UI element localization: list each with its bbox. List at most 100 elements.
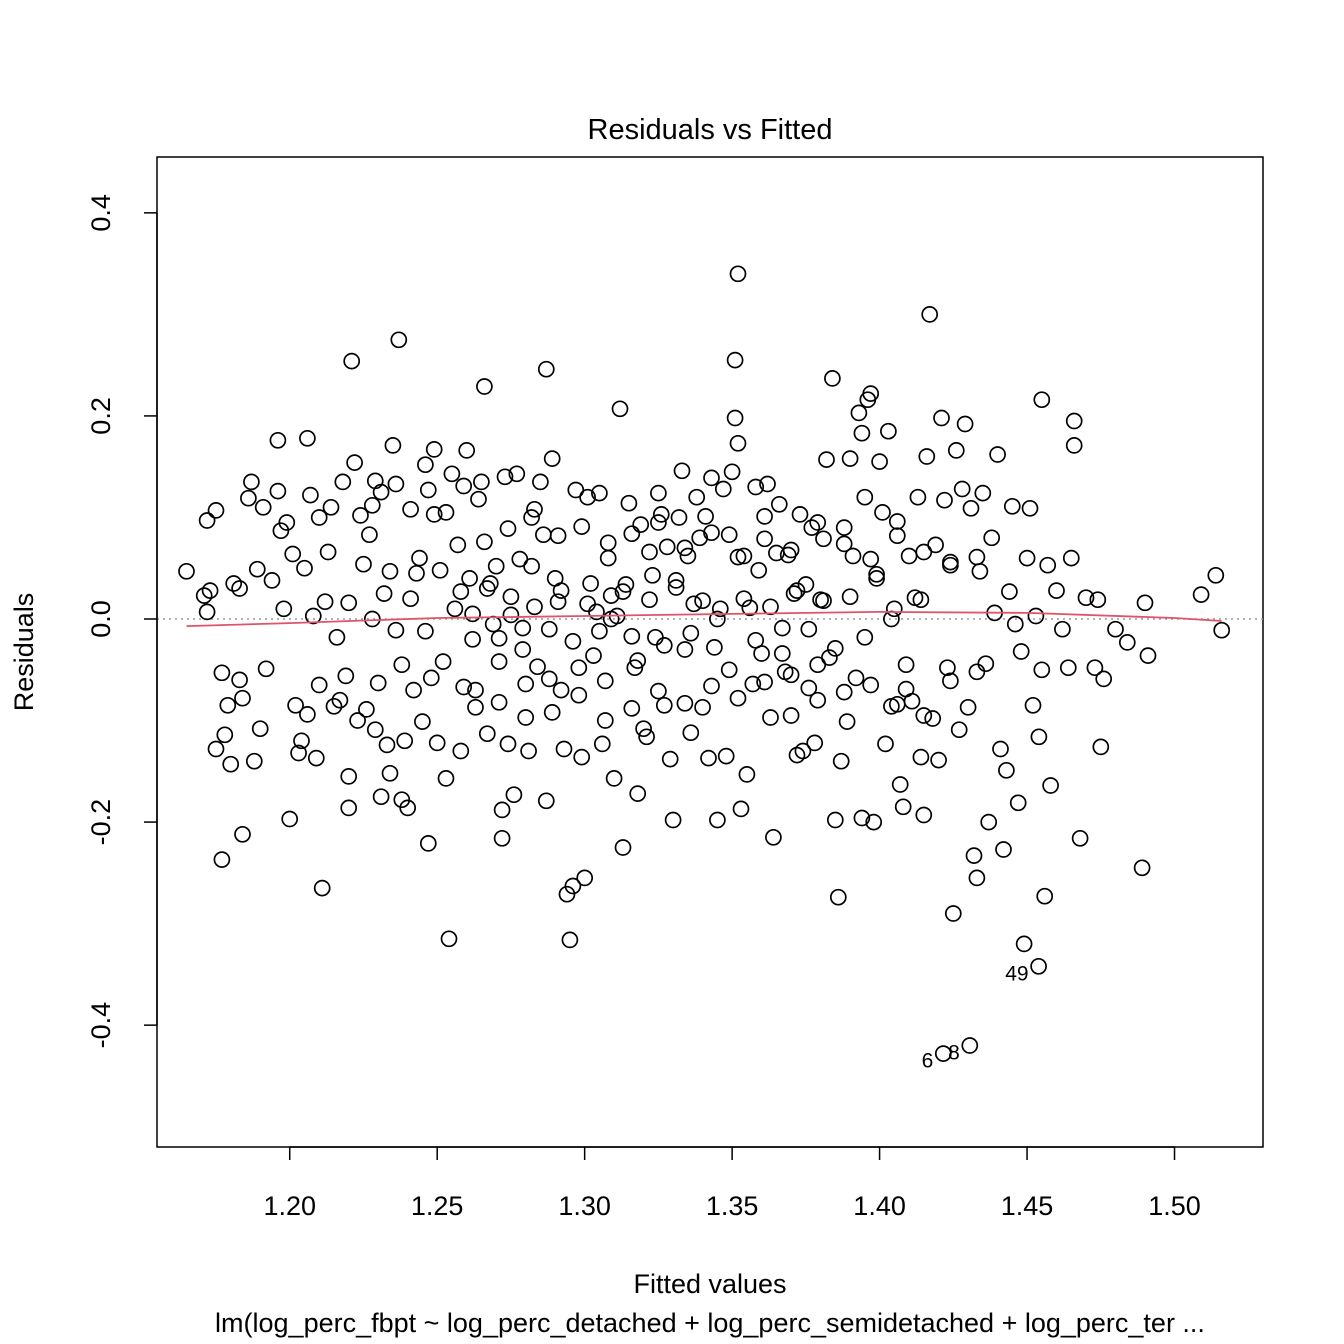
data-point: [835, 535, 853, 553]
data-point: [750, 561, 768, 579]
data-point: [818, 451, 835, 468]
data-point: [723, 463, 741, 481]
data-point: [1048, 582, 1065, 599]
y-tick-label: 0.4: [86, 194, 116, 232]
data-point: [868, 570, 885, 587]
data-point: [853, 424, 871, 442]
data-point: [782, 541, 800, 559]
data-point: [623, 525, 641, 543]
data-point: [281, 810, 299, 828]
data-point: [847, 669, 865, 687]
data-point: [688, 488, 706, 506]
data-point: [234, 825, 251, 843]
data-point: [390, 331, 408, 349]
data-point: [478, 725, 496, 743]
data-point: [349, 712, 366, 729]
data-point: [526, 598, 543, 616]
data-point: [299, 706, 316, 723]
data-point: [240, 489, 257, 507]
data-point: [968, 663, 986, 681]
y-tick-label: 0.2: [86, 397, 116, 435]
data-point: [576, 869, 594, 887]
data-point: [921, 306, 939, 323]
data-point: [782, 666, 800, 684]
data-point: [490, 693, 508, 711]
data-point: [540, 670, 558, 688]
data-point: [493, 829, 511, 847]
data-point: [756, 530, 773, 548]
data-point: [567, 481, 585, 499]
data-point: [682, 624, 700, 642]
data-point: [517, 675, 535, 693]
outlier-point: [1030, 957, 1047, 975]
data-point: [650, 682, 667, 700]
data-point: [1133, 859, 1151, 877]
data-point: [1042, 777, 1059, 794]
data-point: [304, 607, 322, 625]
data-point: [579, 595, 596, 613]
data-point: [599, 549, 617, 567]
chart-title: Residuals vs Fitted: [588, 114, 833, 146]
y-axis-label: Residuals: [9, 593, 39, 712]
data-point: [862, 550, 880, 568]
data-point: [794, 742, 812, 760]
data-point: [956, 415, 974, 433]
data-point: [573, 748, 591, 766]
data-point: [520, 742, 537, 760]
data-point: [502, 588, 520, 606]
data-point: [685, 595, 703, 613]
data-point: [508, 465, 526, 483]
data-point: [369, 674, 387, 692]
data-point: [299, 429, 316, 447]
data-point: [358, 701, 375, 718]
data-point: [891, 776, 909, 793]
data-point: [337, 667, 355, 685]
data-point: [1033, 391, 1051, 409]
data-point: [650, 484, 667, 502]
data-point: [564, 632, 582, 650]
data-point: [729, 265, 747, 283]
data-point: [623, 627, 641, 645]
data-point: [1009, 794, 1027, 812]
data-point: [670, 509, 688, 526]
data-point: [947, 442, 965, 459]
x-tick-label: 1.45: [1001, 1191, 1054, 1221]
data-point: [1065, 412, 1083, 430]
data-point: [419, 481, 437, 499]
data-point: [717, 747, 735, 765]
outlier-label: 8: [948, 1042, 960, 1065]
data-point: [885, 600, 903, 618]
data-point: [826, 640, 844, 657]
data-point: [1192, 586, 1210, 603]
data-point: [770, 495, 788, 513]
data-point: [543, 450, 561, 467]
data-point: [573, 518, 591, 535]
data-point: [284, 545, 302, 563]
data-point: [729, 548, 747, 566]
data-point: [476, 378, 493, 395]
data-point: [290, 744, 307, 762]
data-point: [602, 610, 620, 628]
data-point: [706, 639, 723, 656]
data-point: [340, 594, 358, 612]
data-point: [537, 792, 555, 810]
data-point: [729, 434, 747, 452]
data-point: [591, 484, 608, 502]
data-point: [1213, 621, 1231, 639]
data-point: [372, 483, 390, 501]
data-point: [897, 656, 915, 674]
data-point: [287, 696, 304, 714]
data-point: [443, 465, 461, 483]
data-point: [918, 448, 936, 465]
data-point: [213, 664, 231, 682]
data-point: [393, 791, 411, 809]
data-point: [216, 726, 234, 744]
data-point: [679, 547, 697, 565]
data-point: [596, 712, 614, 729]
data-point: [888, 513, 906, 530]
data-point: [974, 484, 992, 502]
data-point: [629, 785, 647, 802]
data-point: [694, 592, 711, 610]
data-point: [399, 799, 417, 817]
data-point: [1012, 643, 1030, 660]
